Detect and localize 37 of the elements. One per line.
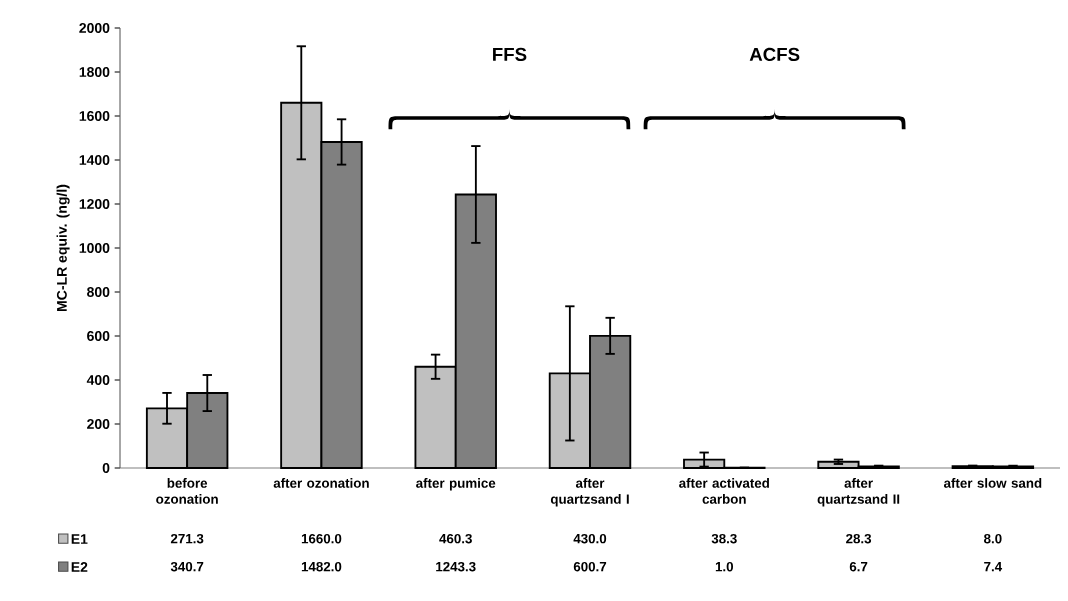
data-label: 1482.0 (301, 561, 342, 572)
x-tick-label: after activated carbon (679, 478, 769, 504)
x-tick-label: after pumice (416, 478, 496, 491)
data-label: 6.7 (849, 561, 868, 572)
annotation: ACFS (749, 47, 800, 62)
y-tick-label: 800 (87, 287, 110, 297)
y-tick-label: 200 (87, 419, 110, 429)
x-tick-label: after ozonation (273, 478, 369, 488)
data-label: 271.3 (170, 533, 204, 544)
data-label: 600.7 (573, 561, 607, 572)
x-tick-label: after slow sand (943, 478, 1042, 488)
legend-label: E1 (71, 534, 88, 544)
data-label: 38.3 (711, 533, 737, 544)
y-tick-label: 1600 (79, 111, 110, 121)
legend-label: E2 (71, 562, 88, 572)
annotation: FFS (493, 47, 527, 62)
data-label: 460.3 (439, 533, 472, 544)
y-tick-label: 600 (87, 331, 110, 341)
data-label: 1.0 (715, 561, 734, 572)
x-tick-label: after quartzsand I (550, 478, 629, 507)
data-label: 430.0 (573, 533, 607, 544)
data-label: 8.0 (984, 533, 1002, 544)
y-axis-title: MC-LR equiv. (ng/l) (56, 184, 70, 311)
data-label: 28.3 (846, 533, 872, 544)
y-tick-label: 1400 (79, 155, 110, 165)
data-label: 1660.0 (301, 533, 342, 544)
y-tick-label: 1000 (79, 243, 110, 253)
data-label: 340.7 (170, 561, 204, 572)
y-tick-label: 1200 (79, 199, 110, 209)
y-tick-label: 2000 (79, 23, 110, 33)
y-tick-label: 400 (86, 375, 110, 385)
data-label: 1243.3 (436, 561, 476, 572)
y-tick-label: 1800 (79, 67, 110, 77)
data-label: 7.4 (984, 562, 1003, 572)
x-tick-label: before ozonation (156, 478, 218, 504)
y-tick-label: 0 (102, 463, 110, 473)
x-tick-label: after quartzsand II (817, 478, 900, 507)
